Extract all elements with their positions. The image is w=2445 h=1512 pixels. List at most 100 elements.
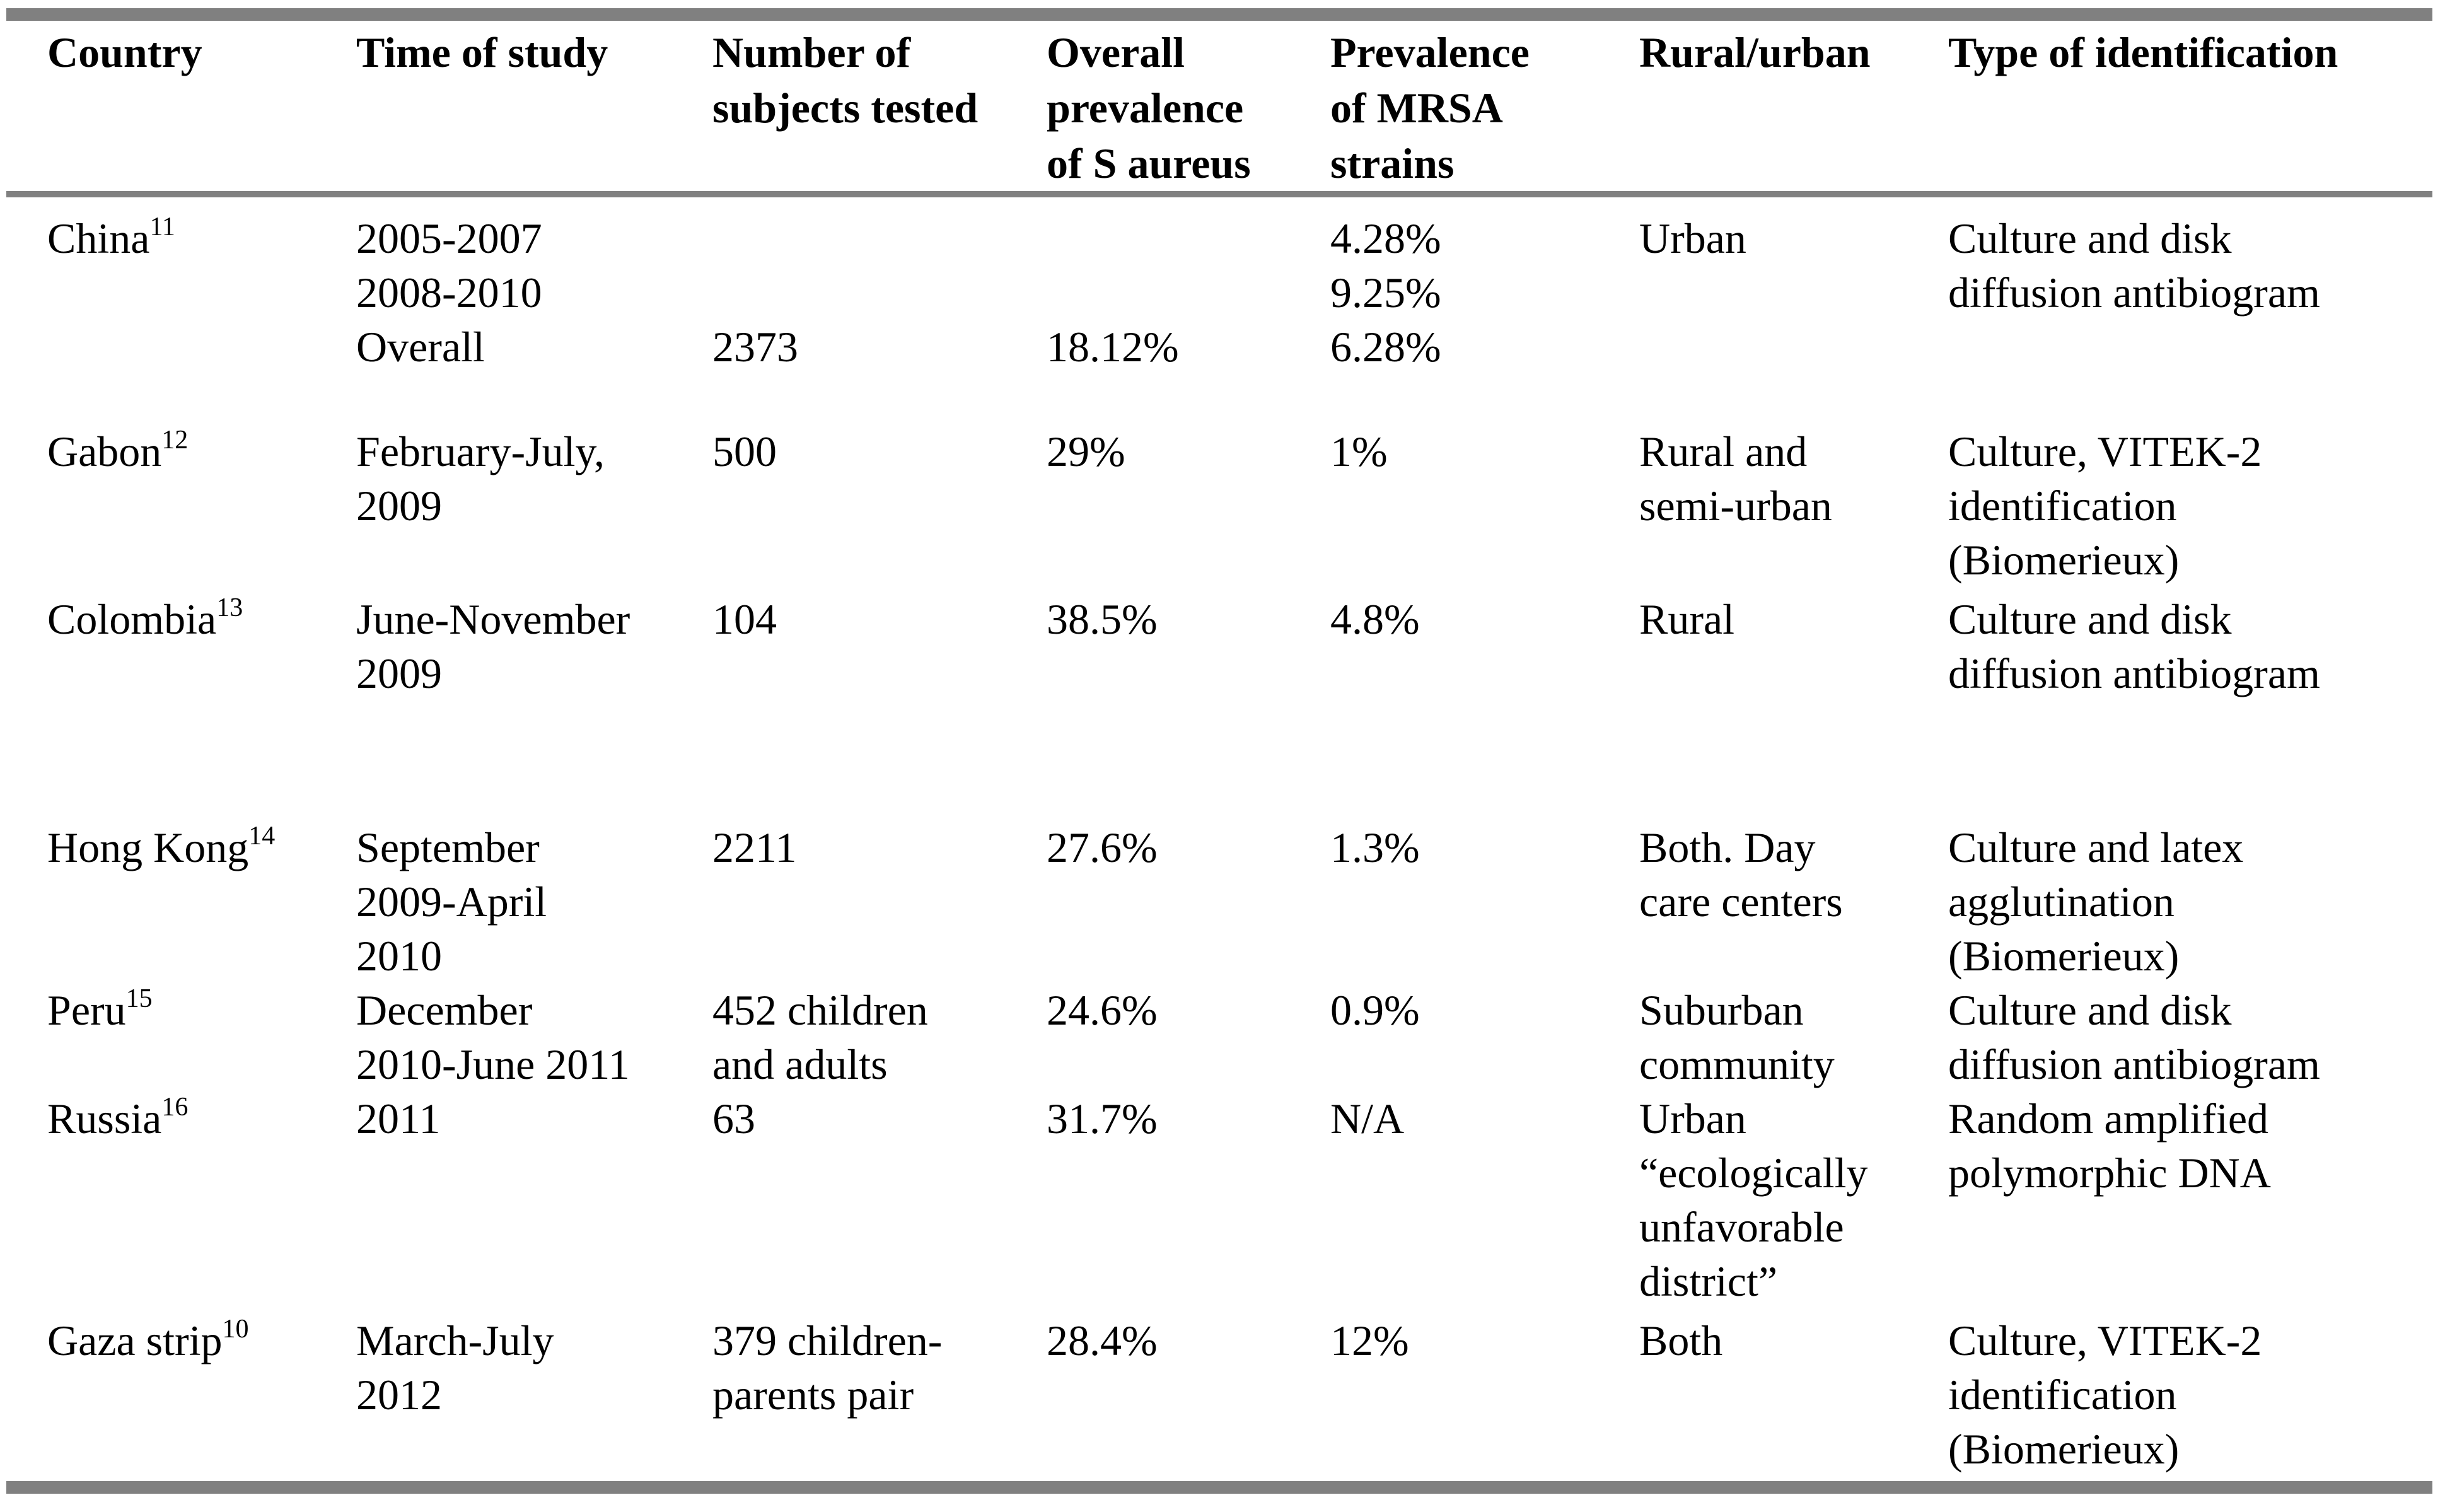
column-header-rural_urban: Rural/urban [1639,25,1948,191]
cell-identification: Culture, VITEK-2 identification (Biomerieu… [1948,1313,2420,1476]
cell-identification-line: (Biomerieux) [1948,932,2180,980]
country-name: Hong Kong [47,823,249,871]
cell-overall: 28.4% [1047,1313,1330,1476]
cell-subjects-line: 2373 [712,323,798,371]
cell-rural-urban-line: Urban [1639,1095,1746,1143]
cell-time: 2011 [356,1091,712,1308]
cell-identification-line: identification [1948,482,2177,530]
cell-overall: 18.12% [1047,211,1330,374]
cell-mrsa: 4.8% [1330,592,1639,701]
cell-mrsa-line: 1% [1330,427,1388,475]
cell-mrsa: 12% [1330,1313,1639,1476]
cell-identification-line: Culture and disk [1948,986,2232,1034]
column-header-overall: Overall prevalence of S aureus [1047,25,1330,191]
cell-subjects: 63 [712,1091,1047,1308]
cell-overall-line: 29% [1047,427,1125,475]
table-row-gabon: Gabon12 February-July, 2009 500 29% 1% Rural a… [0,424,2445,587]
cell-subjects: 2373 [712,211,1047,374]
column-header-identification: Type of identification [1948,25,2420,191]
country-name: Colombia [47,595,217,643]
cell-mrsa: 0.9% [1330,983,1639,1091]
cell-overall-line: 24.6% [1047,986,1158,1034]
cell-subjects-line: 452 children [712,986,928,1034]
cell-mrsa-line: 4.8% [1330,595,1420,643]
cell-country: China11 [47,211,356,374]
header-separator-rule [6,191,2432,197]
cell-subjects-line: 2211 [712,823,797,871]
cell-rural-urban-line: Rural [1639,595,1735,643]
cell-rural-urban: Both. Day care centers [1639,820,1948,983]
country-name: China [47,214,150,262]
table-row-russia: Russia16 2011 63 31.7% N/A Urban “ecologically… [0,1091,2445,1308]
cell-overall: 24.6% [1047,983,1330,1091]
table-header-row: Country Time of study Number of subjects te… [0,21,2445,191]
cell-rural-urban-line: Rural and [1639,427,1808,475]
cell-rural-urban-line: Suburban [1639,986,1804,1034]
country-name-line: Gaza strip10 [47,1313,344,1368]
cell-rural-urban-line: community [1639,1040,1835,1088]
column-header-line: Time of study [356,28,608,76]
cell-time-line: 2009 [356,649,442,697]
column-header-line: Overall [1047,28,1185,76]
column-header-line: Prevalence [1330,28,1530,76]
column-header-mrsa: Prevalence of MRSA strains [1330,25,1639,191]
cell-mrsa-line: 12% [1330,1317,1409,1364]
cell-subjects: 452 children and adults [712,983,1047,1091]
cell-rural-urban-line: semi-urban [1639,482,1832,530]
cell-identification-line: polymorphic DNA [1948,1149,2271,1197]
cell-overall-line [1047,265,1318,320]
cell-time-line: 2010 [356,932,442,980]
cell-identification-line: Culture and disk [1948,214,2232,262]
column-header-time: Time of study [356,25,712,191]
cell-identification-line: (Biomerieux) [1948,1425,2180,1473]
country-name-line: China11 [47,211,344,265]
cell-rural-urban-line: district” [1639,1257,1778,1305]
reference-superscript: 12 [161,426,189,455]
cell-subjects-line: 379 children- [712,1317,943,1364]
table-row-colombia: Colombia13 June-November 2009 104 38.5% 4.8% R… [0,592,2445,701]
reference-superscript: 13 [216,593,243,622]
cell-rural-urban: Suburban community [1639,983,1948,1091]
reference-superscript: 10 [222,1315,249,1344]
column-header-line: subjects tested [712,84,979,132]
cell-country: Gaza strip10 [47,1313,356,1476]
column-header-country: Country [47,25,356,191]
country-name-line: Hong Kong14 [47,820,344,875]
cell-subjects-line [712,211,1034,265]
country-name-line: Peru15 [47,983,344,1037]
cell-country: Colombia13 [47,592,356,701]
cell-country: Peru15 [47,983,356,1091]
cell-mrsa: 1% [1330,424,1639,587]
cell-rural-urban: Rural [1639,592,1948,701]
cell-time-line: 2008-2010 [356,269,542,317]
cell-identification-line: identification [1948,1371,2177,1419]
cell-mrsa-line: N/A [1330,1095,1405,1143]
cell-time-line: 2005-2007 [356,214,542,262]
table-row-gaza-strip: Gaza strip10 March-July 2012 379 children-p… [0,1313,2445,1476]
cell-identification-line: agglutination [1948,878,2175,926]
cell-subjects-line: 500 [712,427,777,475]
cell-time: June-November 2009 [356,592,712,701]
cell-rural-urban-line: care centers [1639,878,1843,926]
column-header-line: Rural/urban [1639,28,1871,76]
country-name-line: Gabon12 [47,424,344,479]
cell-time-line: December [356,986,533,1034]
cell-identification-line: diffusion antibiogram [1948,269,2320,317]
column-header-line: of MRSA [1330,84,1503,132]
cell-rural-urban-line: “ecologically [1639,1149,1868,1197]
cell-time: September 2009-April 2010 [356,820,712,983]
cell-rural-urban-line: Both. Day [1639,823,1816,871]
cell-mrsa-line: 0.9% [1330,986,1420,1034]
cell-identification: Culture and disk diffusion antibiogram [1948,592,2420,701]
cell-subjects-line: 63 [712,1095,755,1143]
cell-subjects: 500 [712,424,1047,587]
table-body: China11 2005-2007 2008-2010 Overall 2373 18.1… [0,197,2445,1476]
cell-overall-line: 18.12% [1047,323,1179,371]
cell-rural-urban: Urban [1639,211,1948,374]
country-name-line: Colombia13 [47,592,344,646]
cell-subjects-line: 104 [712,595,777,643]
cell-mrsa: 1.3% [1330,820,1639,983]
cell-subjects: 379 children-parents pair [712,1313,1047,1476]
cell-time-line: Overall [356,323,485,371]
cell-mrsa: N/A [1330,1091,1639,1308]
